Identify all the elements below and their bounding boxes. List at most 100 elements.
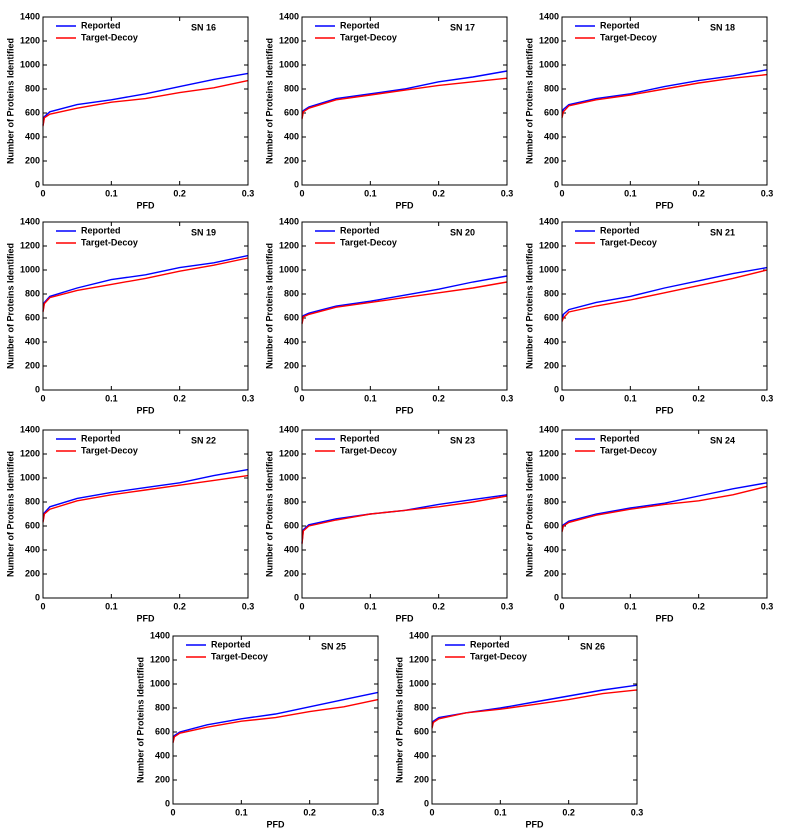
y-tick-label: 600 xyxy=(284,107,299,117)
x-tick-label: 0.1 xyxy=(624,393,637,403)
x-tick-label: 0.2 xyxy=(562,807,575,817)
y-axis-label: Number of Proteins Identified xyxy=(5,451,15,577)
y-axis-label: Number of Proteins Identified xyxy=(264,451,274,577)
panel-title: SN 16 xyxy=(191,22,216,32)
series-line xyxy=(172,698,379,743)
legend-label: Reported xyxy=(600,20,640,30)
panel-title: SN 26 xyxy=(580,641,605,651)
x-tick-label: 0.3 xyxy=(761,188,774,198)
x-tick-label: 0.3 xyxy=(501,188,514,198)
x-tick-label: 0 xyxy=(429,807,434,817)
y-tick-label: 1400 xyxy=(409,630,429,640)
y-tick-label: 1000 xyxy=(279,264,299,274)
x-tick-label: 0 xyxy=(299,188,304,198)
panel-title: SN 25 xyxy=(321,641,346,651)
y-tick-label: 200 xyxy=(25,155,40,165)
y-tick-label: 400 xyxy=(544,336,559,346)
y-tick-label: 0 xyxy=(165,798,170,808)
series-line xyxy=(561,482,768,531)
y-axis-label: Number of Proteins Identified xyxy=(264,38,274,164)
y-tick-label: 800 xyxy=(544,496,559,506)
y-tick-label: 800 xyxy=(284,288,299,298)
legend-label: Target-Decoy xyxy=(81,32,138,42)
panel-title: SN 24 xyxy=(710,435,735,445)
x-tick-label: 0.3 xyxy=(761,601,774,611)
plot-frame xyxy=(42,221,249,391)
series-line xyxy=(42,468,249,522)
panel-title: SN 21 xyxy=(710,227,735,237)
legend-label: Reported xyxy=(600,225,640,235)
y-tick-label: 0 xyxy=(554,384,559,394)
y-axis-label: Number of Proteins Identified xyxy=(524,451,534,577)
y-tick-label: 0 xyxy=(424,798,429,808)
legend-label: Target-Decoy xyxy=(340,237,397,247)
y-axis-label: Number of Proteins Identified xyxy=(135,657,145,783)
legend-label: Target-Decoy xyxy=(211,651,268,661)
y-tick-label: 1000 xyxy=(539,264,559,274)
y-tick-label: 1000 xyxy=(20,264,40,274)
y-tick-label: 200 xyxy=(284,155,299,165)
panel: 0 200 400 600 800 1000 1200 1400 0 0.1 0.2 0.3 PFD Nu… xyxy=(524,11,773,210)
x-tick-label: 0.2 xyxy=(432,188,445,198)
y-tick-label: 800 xyxy=(155,702,170,712)
y-tick-label: 0 xyxy=(294,384,299,394)
y-tick-label: 600 xyxy=(25,107,40,117)
y-tick-label: 1200 xyxy=(279,240,299,250)
series-line xyxy=(301,495,508,545)
series-line xyxy=(42,72,249,126)
series-line xyxy=(42,79,249,127)
y-tick-label: 400 xyxy=(284,131,299,141)
x-tick-label: 0.2 xyxy=(173,601,186,611)
y-tick-label: 1200 xyxy=(279,35,299,45)
plot-frame xyxy=(42,429,249,599)
y-tick-label: 1400 xyxy=(279,11,299,21)
y-tick-label: 400 xyxy=(25,131,40,141)
x-tick-label: 0.2 xyxy=(173,188,186,198)
panel: 0 200 400 600 800 1000 1200 1400 0 0.1 0.2 0.3 PFD Nu… xyxy=(5,424,254,623)
y-tick-label: 0 xyxy=(294,592,299,602)
y-axis-label: Number of Proteins Identified xyxy=(394,657,404,783)
legend-label: Reported xyxy=(81,433,121,443)
series-line xyxy=(301,275,508,323)
y-tick-label: 1000 xyxy=(20,59,40,69)
panel-title: SN 19 xyxy=(191,227,216,237)
x-axis-label: PFD xyxy=(396,200,415,210)
x-axis-label: PFD xyxy=(396,405,415,415)
x-tick-label: 0.1 xyxy=(364,188,377,198)
x-tick-label: 0.1 xyxy=(105,393,118,403)
x-tick-label: 0.3 xyxy=(242,601,255,611)
panel-title: SN 22 xyxy=(191,435,216,445)
y-tick-label: 1400 xyxy=(539,11,559,21)
y-tick-label: 800 xyxy=(544,83,559,93)
y-axis-label: Number of Proteins Identified xyxy=(264,243,274,369)
series-line xyxy=(301,281,508,325)
panel: 0 200 400 600 800 1000 1200 1400 0 0.1 0.2 0.3 PFD Nu… xyxy=(394,630,643,829)
x-tick-label: 0.1 xyxy=(105,601,118,611)
legend-label: Target-Decoy xyxy=(81,237,138,247)
panel: 0 200 400 600 800 1000 1200 1400 0 0.1 0.2 0.3 PFD Nu… xyxy=(5,216,254,415)
x-tick-label: 0 xyxy=(299,393,304,403)
y-tick-label: 400 xyxy=(414,750,429,760)
series-line xyxy=(42,474,249,523)
legend-label: Target-Decoy xyxy=(600,237,657,247)
x-tick-label: 0.1 xyxy=(105,188,118,198)
x-tick-label: 0.3 xyxy=(501,393,514,403)
panel-title: SN 20 xyxy=(450,227,475,237)
x-tick-label: 0.1 xyxy=(624,188,637,198)
x-tick-label: 0 xyxy=(559,393,564,403)
x-tick-label: 0 xyxy=(170,807,175,817)
x-tick-label: 0.2 xyxy=(692,601,705,611)
panel: 0 200 400 600 800 1000 1200 1400 0 0.1 0.2 0.3 PFD Nu… xyxy=(264,216,513,415)
legend-label: Target-Decoy xyxy=(81,445,138,455)
legend-label: Reported xyxy=(211,639,251,649)
y-tick-label: 1000 xyxy=(539,59,559,69)
panel: 0 200 400 600 800 1000 1200 1400 0 0.1 0.2 0.3 PFD Nu… xyxy=(135,630,384,829)
y-tick-label: 0 xyxy=(554,592,559,602)
y-tick-label: 800 xyxy=(544,288,559,298)
x-tick-label: 0.2 xyxy=(692,188,705,198)
panel: 0 200 400 600 800 1000 1200 1400 0 0.1 0.2 0.3 PFD Nu… xyxy=(524,424,773,623)
x-tick-label: 0.1 xyxy=(364,393,377,403)
y-tick-label: 1000 xyxy=(539,472,559,482)
y-tick-label: 1400 xyxy=(20,424,40,434)
